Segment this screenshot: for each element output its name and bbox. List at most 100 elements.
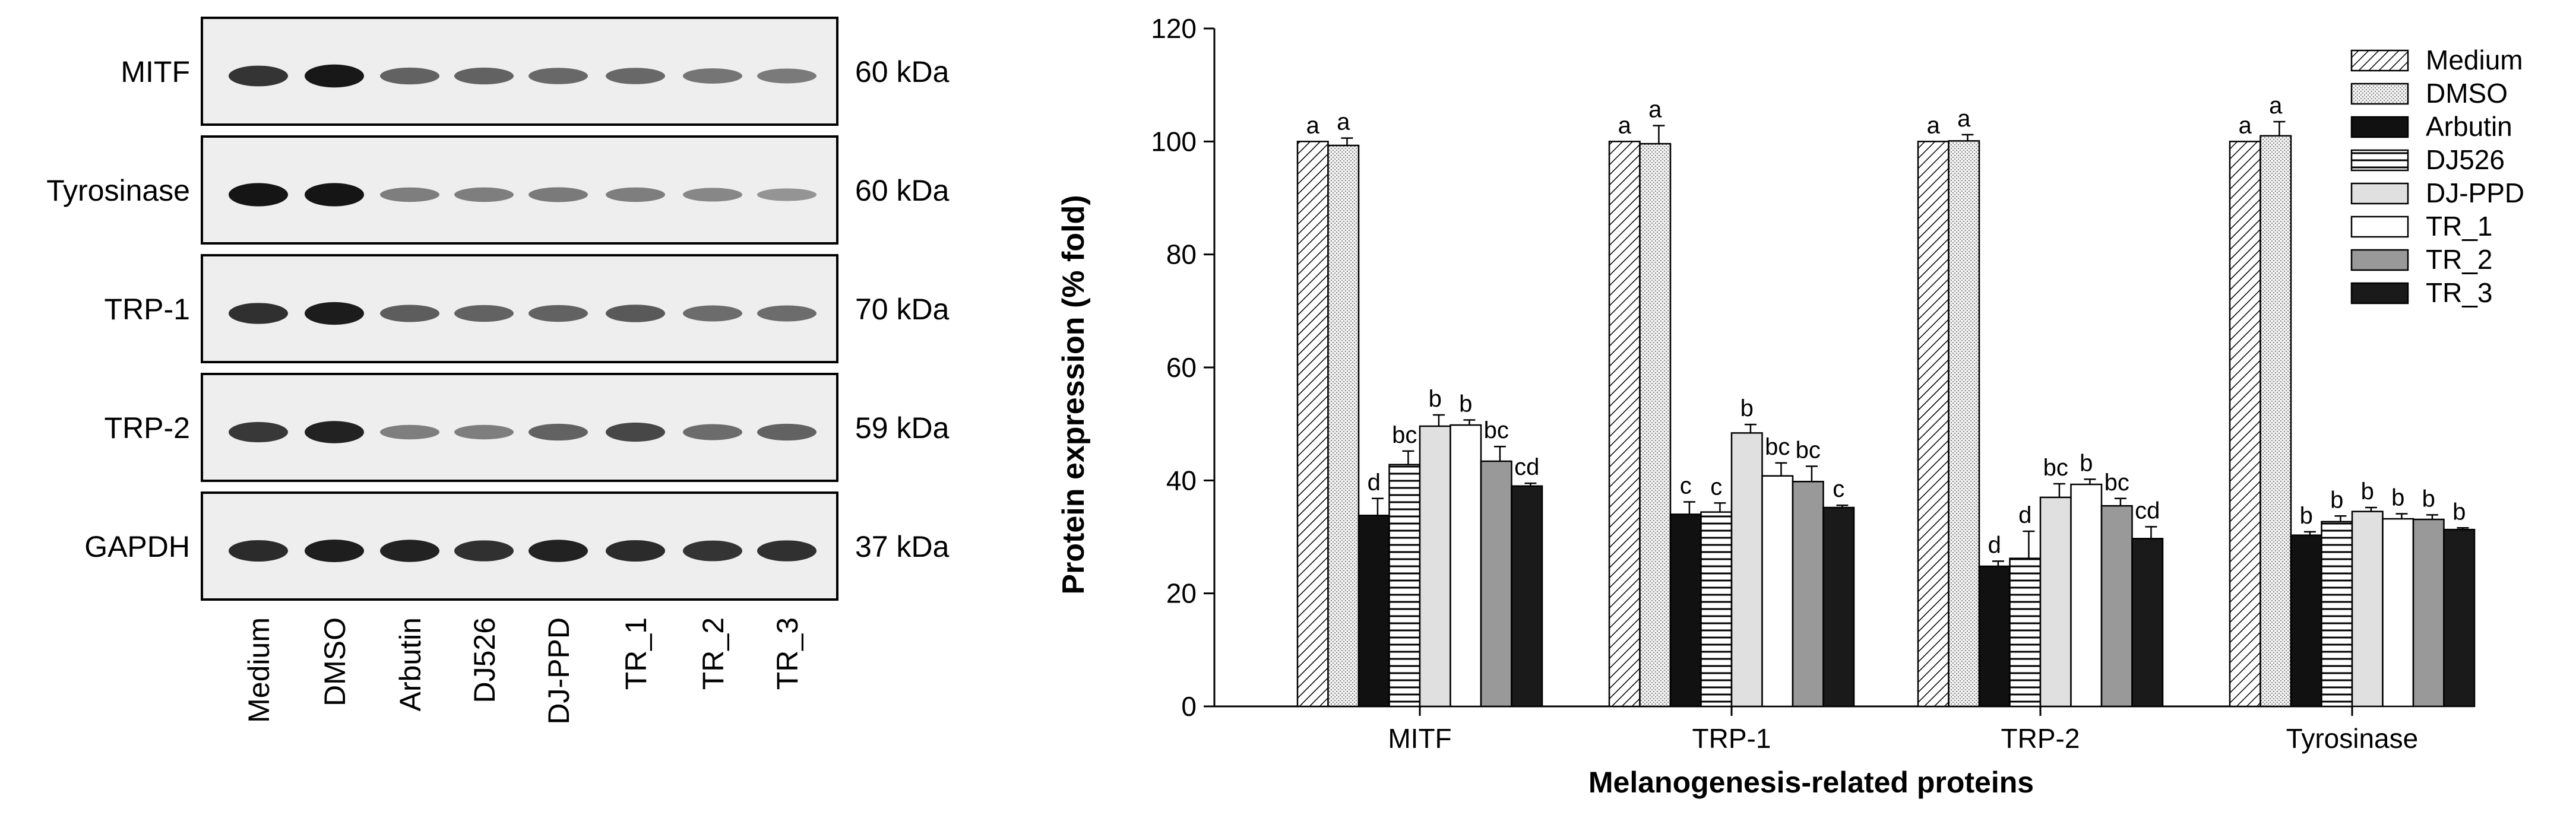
bar xyxy=(1730,432,1763,708)
significance-letter: a xyxy=(1957,106,1971,132)
legend-label: Medium xyxy=(2426,45,2523,75)
bar xyxy=(1978,565,2011,708)
bar-chart: 0 20 40 60 80 100 120 MITF TRP-1 TRP-2 Tyrosinase… xyxy=(1056,13,2524,799)
legend-swatch xyxy=(2350,282,2409,305)
blot-band xyxy=(529,68,588,84)
blot-band xyxy=(757,540,817,562)
bar xyxy=(1357,515,1390,708)
bar xyxy=(2321,521,2353,708)
significance-letter: b xyxy=(2300,503,2313,529)
y-tick-label: 120 xyxy=(1151,13,1197,44)
blot-membrane xyxy=(201,491,838,601)
blot-lane-label: TR_3 xyxy=(771,617,804,690)
y-axis: 0 20 40 60 80 100 120 xyxy=(1151,13,1216,722)
x-tick-label: Tyrosinase xyxy=(2286,723,2418,754)
significance-letter: a xyxy=(1337,109,1350,135)
significance-letter: b xyxy=(2391,484,2404,510)
bar xyxy=(1761,475,1794,708)
significance-letter: a xyxy=(1618,112,1632,138)
blot-band xyxy=(380,424,439,440)
bar xyxy=(2131,538,2164,708)
blot-band xyxy=(380,305,439,322)
significance-letter: bc xyxy=(1765,434,1790,460)
blot-band xyxy=(606,187,665,202)
blot-band xyxy=(683,424,742,440)
significance-letter: c xyxy=(1710,474,1722,500)
significance-letter: bc xyxy=(1392,422,1417,448)
bar xyxy=(2259,135,2292,708)
bar xyxy=(1608,141,1641,708)
bar xyxy=(2290,534,2322,708)
y-tick-label: 80 xyxy=(1166,239,1197,270)
blot-band xyxy=(529,423,588,441)
significance-letter: b xyxy=(2330,487,2343,513)
bar xyxy=(1639,142,1672,708)
blot-band xyxy=(380,187,439,202)
blot-lane-label: DMSO xyxy=(318,617,352,706)
significance-letter: d xyxy=(2018,502,2031,528)
significance-letter: b xyxy=(1429,386,1442,412)
bar xyxy=(1480,460,1512,708)
blot-band xyxy=(683,305,742,322)
y-tick-label: 60 xyxy=(1166,352,1197,383)
bar xyxy=(2039,496,2072,708)
significance-letter: bc xyxy=(1484,417,1509,443)
blot-protein-label: TRP-2 xyxy=(105,411,190,445)
blot-size-label: 70 kDa xyxy=(855,293,950,326)
blot-band xyxy=(683,188,742,202)
blot-size-label: 60 kDa xyxy=(855,55,950,88)
blot-band xyxy=(229,303,288,324)
x-axis-label: Melanogenesis-related proteins xyxy=(1588,766,2034,799)
legend-label: TR_1 xyxy=(2426,211,2492,242)
legend-swatch xyxy=(2350,149,2409,172)
blot-band xyxy=(305,64,364,88)
legend-swatch xyxy=(2350,215,2409,238)
blot-band xyxy=(683,540,742,562)
blot-band xyxy=(757,423,817,441)
legend-label: TR_2 xyxy=(2426,244,2492,275)
significance-letter: b xyxy=(2080,450,2093,476)
blot-band xyxy=(380,540,439,562)
significance-letter: cd xyxy=(2135,497,2160,524)
bar xyxy=(1669,513,1702,708)
significance-letter: a xyxy=(1306,112,1320,138)
legend-label: TR_3 xyxy=(2426,277,2492,308)
significance-letter: b xyxy=(1459,391,1472,417)
y-tick-label: 0 xyxy=(1181,691,1197,722)
blot-band xyxy=(229,540,288,562)
x-tick-label: TRP-1 xyxy=(1692,723,1771,754)
significance-letter: a xyxy=(1927,112,1941,138)
blot-lane-label: TR_2 xyxy=(697,617,730,690)
bar xyxy=(1296,141,1329,708)
blot-band xyxy=(529,305,588,322)
significance-letter: c xyxy=(1680,472,1692,499)
legend-label: DJ526 xyxy=(2426,144,2505,175)
significance-letter: d xyxy=(1988,532,2001,558)
blot-lane-label: TR_1 xyxy=(619,617,653,690)
significance-letter: d xyxy=(1368,470,1381,496)
bar xyxy=(1917,141,1950,708)
blot-band xyxy=(454,424,514,440)
blot-band xyxy=(606,68,665,84)
bar xyxy=(1450,424,1482,708)
blot-membrane xyxy=(201,135,838,245)
blot-band xyxy=(757,188,817,201)
significance-letter: b xyxy=(2422,486,2435,512)
x-tick-label: MITF xyxy=(1388,723,1451,754)
y-axis-label: Protein expression (% fold) xyxy=(1056,195,1091,594)
blot-protein-label: GAPDH xyxy=(84,530,190,563)
blot-band xyxy=(529,187,588,202)
blot-lane-label: DJ526 xyxy=(468,617,501,703)
blot-band xyxy=(454,540,514,562)
blot-band xyxy=(380,67,439,85)
bar xyxy=(1700,511,1733,708)
blot-band xyxy=(305,540,364,562)
blot-lane-label: Medium xyxy=(242,617,276,723)
significance-letter: a xyxy=(2269,93,2283,119)
blot-band xyxy=(305,302,364,325)
blot-lane-label: DJ-PPD xyxy=(542,617,575,725)
blot-membrane xyxy=(201,254,838,363)
